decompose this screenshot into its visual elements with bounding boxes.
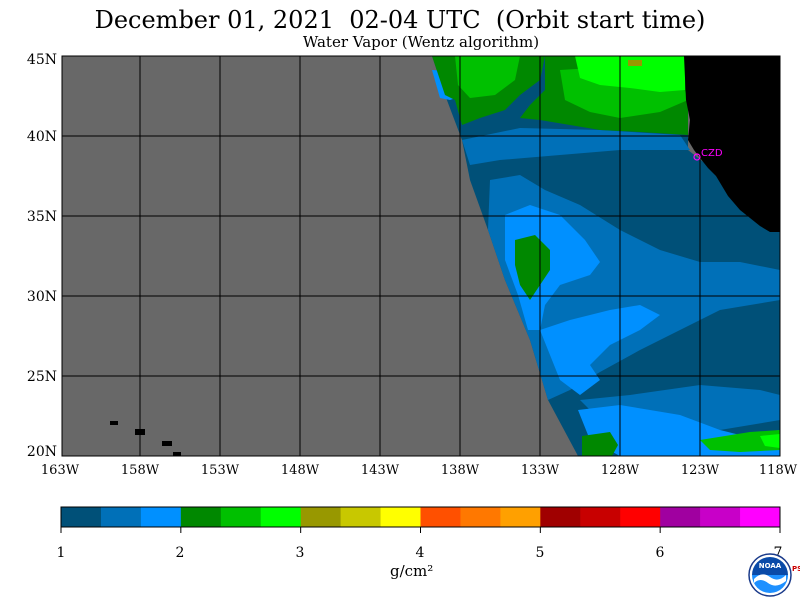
lon-label: 163W — [41, 463, 80, 478]
colorbar — [60, 506, 781, 533]
lon-label: 128W — [601, 463, 640, 478]
swath-bright-green — [575, 56, 685, 92]
map-grid — [62, 56, 780, 456]
station-marker — [693, 153, 701, 161]
island — [110, 421, 118, 425]
colorbar-swatch — [180, 507, 222, 527]
page-title: December 01, 2021 02-04 UTC (Orbit start… — [94, 6, 706, 34]
colorbar-swatch — [300, 507, 342, 527]
colorbar-swatch — [580, 507, 621, 527]
lat-label: 30N — [27, 289, 57, 305]
colorbar-swatch — [340, 507, 382, 527]
colorbar-swatch — [460, 507, 501, 527]
lon-label: 153W — [201, 463, 240, 478]
lat-label: 40N — [27, 129, 57, 145]
colorbar-tick-label: 3 — [296, 545, 305, 561]
lat-label: 35N — [27, 209, 57, 225]
lat-label: 45N — [27, 52, 57, 68]
colorbar-swatch — [100, 507, 142, 527]
colorbar-unit: g/cm² — [390, 562, 434, 580]
colorbar-swatch — [660, 507, 701, 527]
colorbar-tick-label: 6 — [656, 545, 665, 561]
colorbar-swatch — [500, 507, 541, 527]
map-frame — [61, 55, 781, 457]
colorbar-swatch — [220, 507, 262, 527]
lat-label: 20N — [27, 444, 57, 460]
psl-mark: PSL — [792, 565, 800, 573]
lon-label: 143W — [361, 463, 400, 478]
lon-label: 138W — [441, 463, 480, 478]
lon-label: 158W — [121, 463, 160, 478]
colorbar-swatch — [620, 507, 661, 527]
colorbar-swatch — [260, 507, 302, 527]
lon-label: 148W — [281, 463, 320, 478]
noaa-logo: NOAA — [748, 553, 792, 597]
colorbar-swatch — [61, 507, 102, 527]
land-mass — [684, 56, 780, 232]
colorbar-swatch — [140, 507, 182, 527]
lat-label: 25N — [27, 369, 57, 385]
colorbar-tick-label: 5 — [536, 545, 545, 561]
colorbar-swatch — [420, 507, 461, 527]
lon-label: 123W — [681, 463, 720, 478]
page-subtitle: Water Vapor (Wentz algorithm) — [302, 33, 540, 51]
station-label: CZD — [701, 148, 723, 159]
colorbar-swatch — [380, 507, 421, 527]
colorbar-swatch — [540, 507, 581, 527]
colorbar-tick-label: 2 — [176, 545, 185, 561]
colorbar-tick-label: 7 — [774, 545, 783, 561]
noaa-logo-text: NOAA — [759, 562, 782, 570]
swath-light-blue — [505, 205, 600, 330]
swath-green — [455, 56, 520, 98]
swath-medium-blue — [462, 128, 690, 165]
colorbar-swatch — [740, 507, 781, 527]
colorbar-swatch — [700, 507, 741, 527]
colorbar-tick-label: 4 — [416, 545, 425, 561]
map-image — [62, 56, 780, 456]
lon-label: 118W — [759, 463, 798, 478]
lon-label: 133W — [521, 463, 560, 478]
colorbar-tick-label: 1 — [57, 545, 66, 561]
